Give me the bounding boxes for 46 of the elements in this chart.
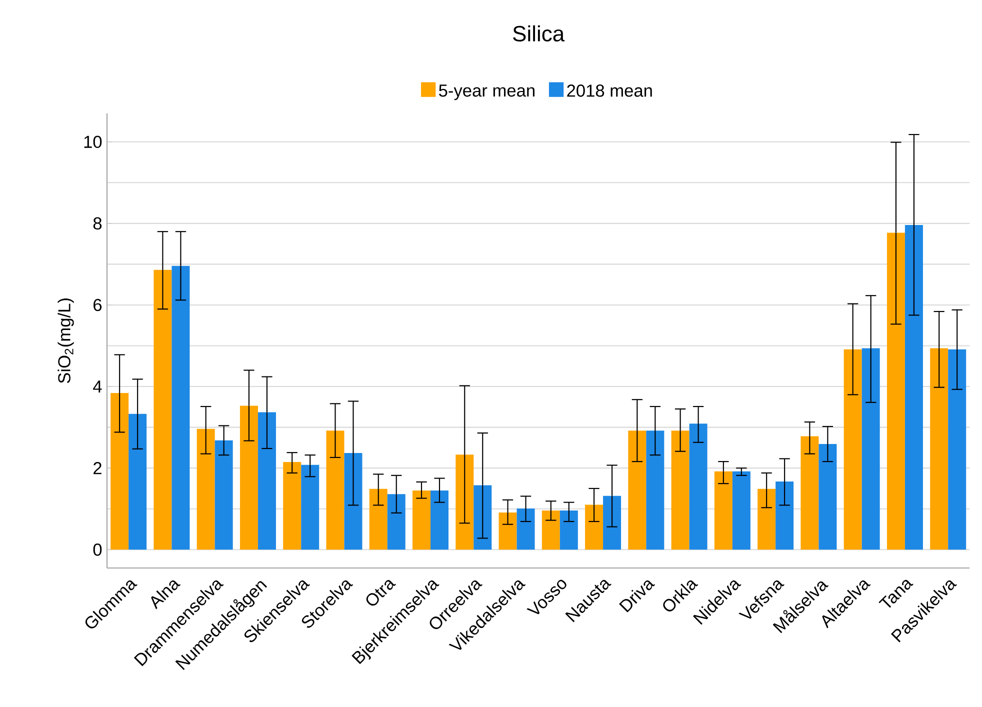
bar <box>214 440 233 550</box>
bar <box>412 490 431 550</box>
bar <box>516 508 535 550</box>
bar <box>326 430 344 550</box>
bar <box>387 494 406 550</box>
bar <box>862 348 880 550</box>
bar <box>585 504 604 550</box>
bar <box>110 393 129 550</box>
bar <box>628 430 646 550</box>
bar <box>818 444 837 550</box>
bar <box>172 266 190 550</box>
bar <box>886 232 905 550</box>
legend-label: 5-year mean <box>439 84 534 100</box>
bar <box>930 348 948 550</box>
bar <box>671 430 690 550</box>
bar <box>560 510 578 550</box>
bar <box>240 406 258 550</box>
bar <box>369 488 388 550</box>
y-axis-title: SiO$_{2}$(mg/L) <box>58 298 74 384</box>
bar <box>646 430 664 550</box>
bar <box>258 412 276 550</box>
bar <box>542 510 560 550</box>
bar <box>800 436 819 550</box>
bar <box>714 471 732 550</box>
chart-title: Silica <box>513 25 565 42</box>
y-tick-label: 6 <box>94 298 102 312</box>
bar <box>948 349 966 550</box>
bar <box>196 428 215 550</box>
bar <box>844 349 862 550</box>
bar <box>776 482 794 550</box>
bar <box>758 488 776 550</box>
y-tick-label: 8 <box>93 217 102 230</box>
bar <box>128 414 147 550</box>
bar <box>301 464 320 550</box>
y-tick-label: 2 <box>94 462 102 474</box>
bar <box>430 490 449 550</box>
bar <box>498 512 517 550</box>
bar <box>732 471 750 550</box>
y-tick-label: 4 <box>93 380 102 392</box>
bar <box>283 462 302 550</box>
bar <box>904 225 923 550</box>
y-tick-label: 10 <box>84 136 102 148</box>
legend-label: 2018 mean <box>567 84 652 97</box>
bar <box>154 270 172 550</box>
y-tick-label: 0 <box>93 543 102 556</box>
bar <box>689 424 708 550</box>
